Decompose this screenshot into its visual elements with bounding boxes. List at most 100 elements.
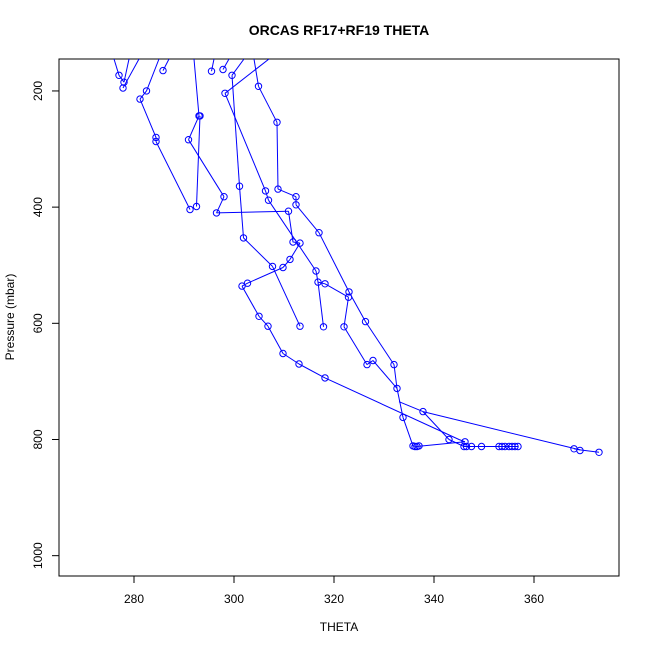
series-lines bbox=[113, 59, 600, 453]
data-point-20 bbox=[220, 193, 228, 201]
data-point-50 bbox=[321, 374, 329, 382]
y-tick-label: 600 bbox=[31, 313, 45, 333]
data-point-24 bbox=[274, 185, 282, 193]
x-tick-label: 280 bbox=[124, 592, 144, 606]
data-point-9 bbox=[221, 89, 229, 98]
data-point-8 bbox=[228, 71, 236, 80]
data-point-30 bbox=[296, 239, 304, 247]
data-point-29 bbox=[289, 238, 297, 246]
data-point-28 bbox=[315, 229, 323, 237]
chart-title: ORCAS RF17+RF19 THETA bbox=[249, 22, 430, 38]
data-point-14 bbox=[152, 133, 160, 142]
data-point-52 bbox=[369, 356, 377, 365]
series-line-55 bbox=[416, 441, 466, 447]
data-point-65 bbox=[467, 442, 476, 451]
data-point-42 bbox=[255, 312, 263, 320]
data-point-44 bbox=[264, 322, 272, 330]
data-point-55 bbox=[399, 413, 407, 422]
series-points bbox=[115, 65, 603, 456]
series-line-44 bbox=[267, 325, 284, 354]
series-line-49 bbox=[365, 321, 395, 365]
data-point-45 bbox=[296, 322, 304, 330]
data-point-7 bbox=[219, 65, 227, 74]
data-point-73 bbox=[514, 442, 522, 451]
series-line-39 bbox=[241, 285, 260, 317]
series-line-13 bbox=[258, 86, 278, 123]
series-line-5 bbox=[162, 59, 170, 71]
y-tick-label: 400 bbox=[31, 197, 45, 217]
series-line-57 bbox=[422, 411, 581, 451]
series-line-27 bbox=[295, 204, 320, 234]
series-line-48 bbox=[343, 326, 368, 365]
series-line-18 bbox=[276, 122, 279, 190]
series-line-29 bbox=[239, 186, 244, 238]
data-point-16 bbox=[184, 136, 193, 144]
series-line-36 bbox=[241, 267, 284, 287]
data-point-63 bbox=[460, 442, 468, 451]
data-point-40 bbox=[345, 288, 353, 296]
data-point-11 bbox=[273, 118, 281, 127]
data-point-72 bbox=[511, 442, 519, 451]
series-line-52 bbox=[393, 364, 398, 389]
data-point-64 bbox=[462, 442, 471, 451]
series-line-16 bbox=[155, 141, 191, 210]
series-line-35 bbox=[315, 270, 326, 285]
data-point-57 bbox=[445, 435, 453, 444]
series-line-4 bbox=[146, 59, 160, 92]
series-line-15 bbox=[188, 115, 200, 140]
data-point-13 bbox=[196, 112, 204, 120]
data-point-39 bbox=[238, 282, 246, 290]
data-point-48 bbox=[279, 349, 287, 358]
data-point-75 bbox=[576, 446, 584, 455]
series-line-42 bbox=[317, 282, 324, 327]
data-point-49 bbox=[295, 360, 303, 368]
data-point-38 bbox=[243, 279, 252, 287]
data-point-19 bbox=[212, 209, 221, 217]
data-point-51 bbox=[363, 360, 371, 369]
series-line-26 bbox=[216, 196, 225, 214]
series-line-46 bbox=[298, 363, 326, 379]
series-line-41 bbox=[272, 266, 301, 327]
x-tick-label: 300 bbox=[224, 592, 244, 606]
series-line-51 bbox=[372, 360, 398, 389]
data-point-60 bbox=[411, 442, 419, 451]
series-line-6 bbox=[139, 90, 147, 100]
data-point-18 bbox=[192, 202, 201, 211]
data-point-62 bbox=[415, 442, 423, 450]
series-line-32 bbox=[243, 237, 273, 267]
data-point-68 bbox=[498, 442, 506, 451]
series-line-21 bbox=[188, 139, 225, 197]
data-point-23 bbox=[264, 196, 273, 204]
data-point-37 bbox=[321, 280, 329, 288]
data-point-56 bbox=[419, 407, 427, 416]
data-point-22 bbox=[261, 187, 270, 195]
data-point-33 bbox=[279, 263, 287, 272]
data-point-53 bbox=[390, 360, 398, 369]
series-line-28 bbox=[288, 211, 301, 244]
series-line-59 bbox=[422, 411, 450, 440]
series-line-7 bbox=[193, 59, 200, 116]
series-line-20 bbox=[231, 75, 240, 187]
series-line-12 bbox=[253, 59, 259, 87]
data-point-3 bbox=[159, 66, 167, 75]
x-tick-label: 340 bbox=[424, 592, 444, 606]
series-line-19 bbox=[224, 93, 266, 192]
data-point-0 bbox=[115, 71, 123, 80]
series-line-25 bbox=[216, 210, 289, 214]
data-point-43 bbox=[361, 317, 370, 326]
data-point-46 bbox=[319, 323, 328, 331]
y-tick-label: 1000 bbox=[31, 542, 45, 569]
series-line-30 bbox=[318, 232, 350, 293]
series-line-33 bbox=[282, 259, 291, 268]
series-line-1 bbox=[123, 59, 130, 83]
series-line-60 bbox=[448, 439, 465, 447]
plot-frame bbox=[58, 58, 620, 577]
data-point-15 bbox=[152, 137, 160, 146]
series-line-2 bbox=[118, 75, 125, 83]
series-line-34 bbox=[268, 199, 317, 272]
data-point-47 bbox=[340, 323, 348, 331]
data-point-26 bbox=[292, 201, 300, 209]
series-line-43 bbox=[343, 297, 349, 327]
y-axis-label: Pressure (mbar) bbox=[3, 274, 17, 361]
